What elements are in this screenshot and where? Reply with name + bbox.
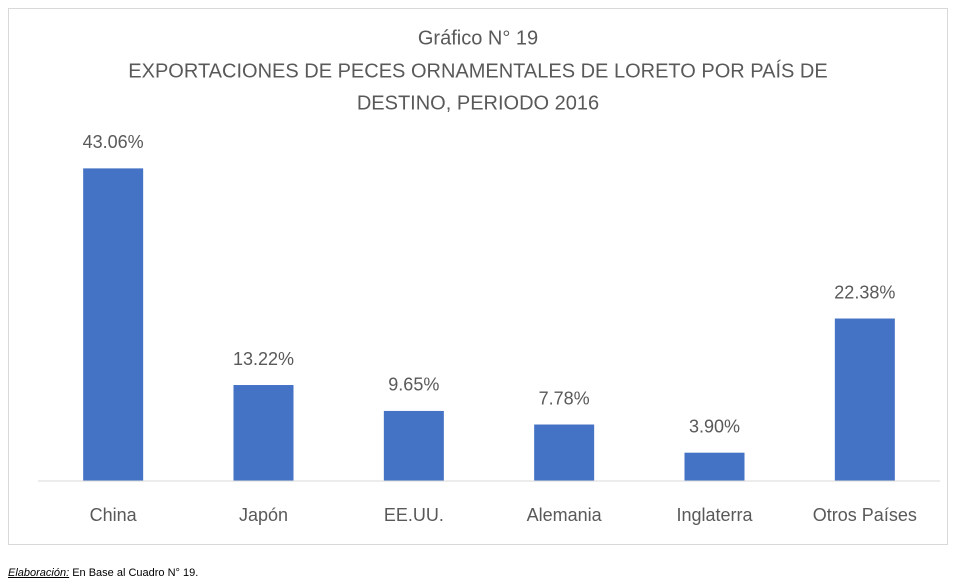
data-label: 9.65% [388, 375, 439, 395]
bar [834, 318, 895, 481]
footer-label: Elaboración: [8, 567, 70, 579]
x-tick-label: Alemania [527, 505, 603, 525]
data-label: 43.06% [83, 132, 144, 152]
data-label: 22.38% [834, 282, 895, 302]
footer: Elaboración: En Base al Cuadro N° 19. [8, 567, 198, 579]
bar [233, 385, 294, 481]
bar [383, 410, 444, 481]
x-tick-label: Japón [239, 505, 288, 525]
chart-title: DESTINO, PERIODO 2016 [357, 92, 599, 114]
data-label: 3.90% [689, 416, 740, 436]
bar [83, 168, 144, 481]
bar [684, 452, 745, 481]
chart-border [8, 8, 948, 545]
chart-title: EXPORTACIONES DE PECES ORNAMENTALES DE L… [128, 59, 827, 82]
x-tick-label: Inglaterra [676, 505, 753, 525]
x-tick-label: China [90, 505, 138, 525]
chart: Gráfico N° 19 EXPORTACIONES DE PECES ORN… [8, 8, 948, 545]
x-tick-label: Otros Países [813, 505, 917, 525]
bar [534, 424, 595, 481]
data-label: 13.22% [233, 349, 294, 369]
data-label: 7.78% [539, 388, 590, 408]
footer-text: En Base al Cuadro N° 19. [69, 567, 199, 579]
chart-title: Gráfico N° 19 [418, 27, 538, 49]
x-tick-label: EE.UU. [384, 505, 444, 525]
